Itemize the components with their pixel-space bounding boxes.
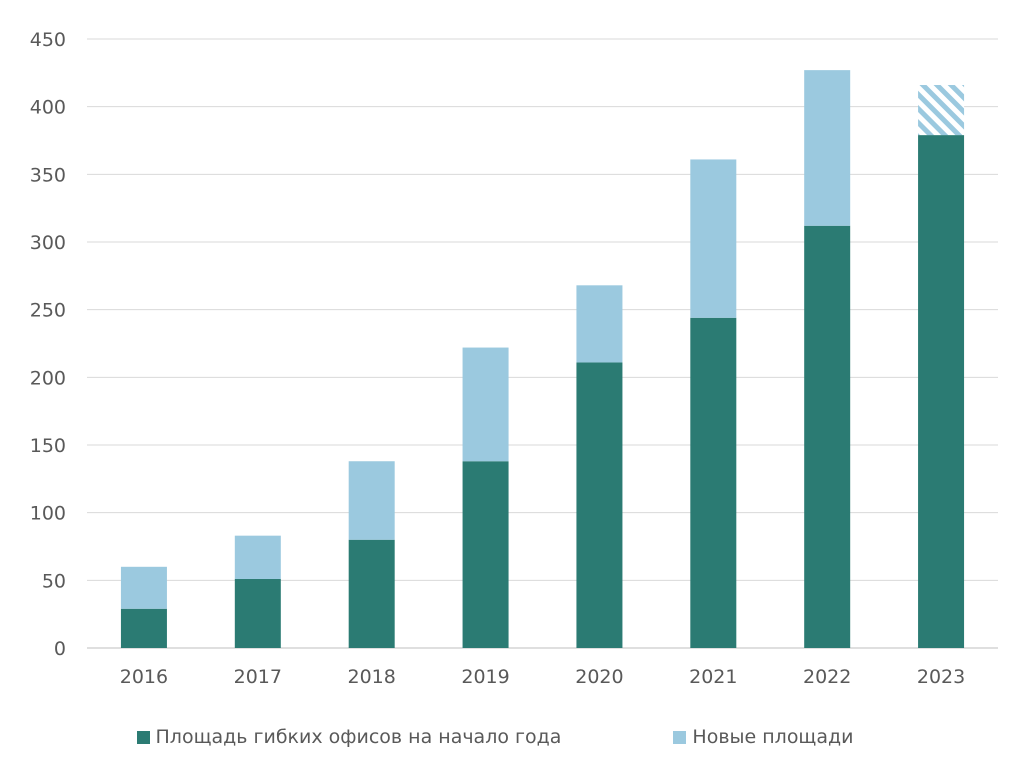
x-tick-label: 2020 xyxy=(575,666,623,688)
legend-swatch-series-2 xyxy=(673,730,687,744)
bar-new-2023 xyxy=(918,85,965,136)
bar-new-2022 xyxy=(804,70,851,226)
y-tick-label: 200 xyxy=(30,367,66,389)
x-tick-label: 2022 xyxy=(803,666,851,688)
bar-new-2019 xyxy=(462,347,509,462)
bar-base-2020 xyxy=(576,362,623,648)
y-tick-label: 250 xyxy=(30,300,66,322)
bar-base-2023 xyxy=(918,135,965,648)
bar-base-2022 xyxy=(804,225,851,648)
y-tick-label: 100 xyxy=(30,503,66,525)
y-tick-label: 450 xyxy=(30,29,66,51)
bars xyxy=(120,70,965,648)
y-tick-label: 350 xyxy=(30,164,66,186)
legend-item-series-2: Новые площади xyxy=(673,722,853,752)
bar-base-2019 xyxy=(462,461,509,648)
gridlines xyxy=(87,38,998,649)
y-tick-label: 50 xyxy=(42,570,66,592)
bar-base-2016 xyxy=(120,608,167,648)
bar-new-2016 xyxy=(120,566,167,609)
axes: 0 50 100 150 200 250 300 350 400 450 2016 2017 2018 2… xyxy=(30,29,966,688)
y-tick-label: 0 xyxy=(54,638,66,660)
x-tick-label: 2021 xyxy=(689,666,737,688)
x-tick-label: 2016 xyxy=(120,666,168,688)
bar-new-2017 xyxy=(234,535,281,579)
x-tick-label: 2017 xyxy=(234,666,282,688)
y-tick-label: 150 xyxy=(30,435,66,457)
x-tick-label: 2023 xyxy=(917,666,965,688)
bar-base-2017 xyxy=(234,578,281,648)
bar-new-2018 xyxy=(348,461,395,540)
legend-item-series-1: Площадь гибких офисов на начало года xyxy=(136,722,562,752)
legend-label-series-2: Новые площади xyxy=(692,726,854,748)
x-tick-label: 2018 xyxy=(348,666,396,688)
bar-new-2020 xyxy=(576,285,623,363)
y-tick-label: 300 xyxy=(30,232,66,254)
legend: Площадь гибких офисов на начало года Нов… xyxy=(0,722,1024,752)
y-tick-label: 400 xyxy=(30,97,66,119)
bar-base-2018 xyxy=(348,539,395,648)
legend-label-series-1: Площадь гибких офисов на начало года xyxy=(155,726,562,748)
bar-base-2021 xyxy=(690,317,737,648)
legend-swatch-series-1 xyxy=(136,730,150,744)
bar-new-2021 xyxy=(690,159,737,318)
x-tick-label: 2019 xyxy=(461,666,509,688)
